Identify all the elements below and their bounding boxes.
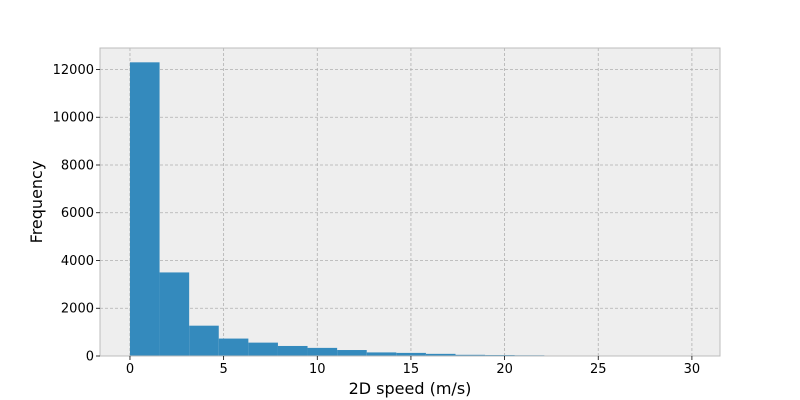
histogram-bar-5 [277, 345, 308, 356]
y-tick-label-4000: 4000 [61, 254, 94, 269]
x-tick-label-5: 5 [219, 362, 227, 377]
plot-background [100, 48, 720, 356]
histogram-bar-7 [337, 350, 367, 356]
x-tick-label-0: 0 [126, 362, 134, 377]
y-tick-label-12000: 12000 [53, 63, 94, 78]
y-tick-label-8000: 8000 [61, 158, 94, 173]
plot-frame [99, 47, 721, 357]
histogram-bars [129, 62, 693, 356]
histogram-bar-4 [248, 342, 278, 356]
x-axis-ticks: 0 5 10 15 20 25 30 [126, 356, 700, 377]
x-axis-label: 2D speed (m/s) [349, 379, 472, 398]
histogram-bar-3 [218, 338, 249, 356]
y-tick-label-0: 0 [86, 350, 94, 365]
y-tick-label-6000: 6000 [61, 206, 94, 221]
x-tick-label-15: 15 [403, 362, 420, 377]
histogram-bar-9 [396, 352, 426, 356]
histogram-bar-6 [307, 347, 338, 356]
y-tick-label-2000: 2000 [61, 302, 94, 317]
histogram-bar-2 [189, 325, 219, 356]
y-axis-ticks: 0 2000 4000 6000 8000 10000 12000 [53, 63, 100, 365]
histogram-bar-11 [455, 354, 486, 356]
y-tick-label-10000: 10000 [53, 111, 94, 126]
histogram-bar-8 [366, 352, 397, 356]
y-axis-label: Frequency [27, 161, 46, 244]
x-tick-label-10: 10 [309, 362, 326, 377]
histogram-bar-10 [425, 353, 456, 356]
x-tick-label-20: 20 [496, 362, 513, 377]
histogram-bar-0 [129, 62, 160, 356]
x-tick-label-25: 25 [590, 362, 607, 377]
x-tick-label-30: 30 [684, 362, 701, 377]
histogram-bar-1 [159, 272, 190, 356]
